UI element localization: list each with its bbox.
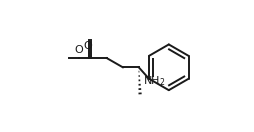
Text: O: O: [83, 41, 92, 51]
Text: NH$_2$: NH$_2$: [143, 74, 166, 88]
Text: O: O: [75, 45, 84, 55]
